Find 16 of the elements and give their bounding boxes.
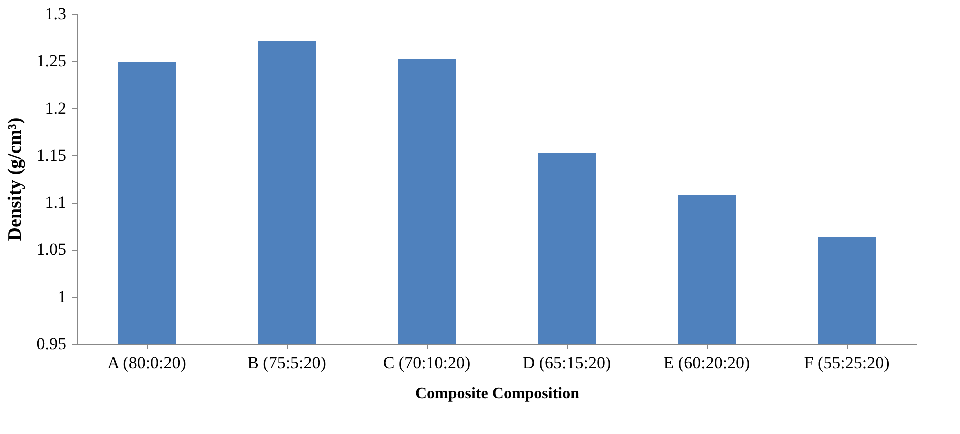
y-axis-title: Density (g/cm³) [4, 118, 26, 242]
y-tick-label: 1.25 [36, 52, 66, 71]
x-tick-label: D (65:15:20) [522, 354, 612, 372]
y-tick-label: 0.95 [36, 334, 66, 354]
y-tick-label: 1.1 [45, 193, 66, 212]
y-tick-label: 1.15 [36, 146, 66, 165]
x-tick-label: B (75:5:20) [248, 354, 326, 372]
y-tick-label: 1.05 [36, 240, 66, 260]
x-axis-title: Composite Composition [415, 386, 580, 402]
x-tick-label: C (70:10:20) [383, 354, 471, 372]
y-tick-label: 1 [58, 287, 66, 306]
y-tick-label: 1.3 [45, 4, 66, 24]
x-tick-label: A (80:0:20) [108, 354, 186, 372]
x-tick-label: F (55:25:20) [804, 354, 890, 372]
x-tick-label: E (60:20:20) [664, 354, 750, 372]
y-tick-label: 1.2 [45, 98, 66, 118]
